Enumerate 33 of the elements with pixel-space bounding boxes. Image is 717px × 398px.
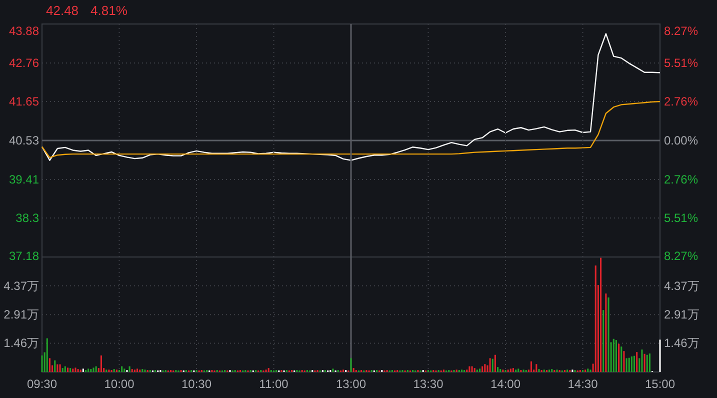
y2-tick-label: 4.37万 [664, 278, 700, 293]
line-series [41, 100, 661, 158]
line-series [41, 33, 661, 161]
y-tick-label: 40.53 [8, 134, 40, 148]
y-tick-label: 2.91万 [4, 308, 39, 322]
y-tick-label: 39.41 [8, 172, 40, 186]
y2-tick-label: 8.27% [664, 24, 698, 38]
x-tick-label: 14:00 [490, 377, 521, 391]
y-tick-label: 43.88 [8, 24, 40, 38]
y2-tick-label: 8.27% [664, 249, 698, 263]
y-tick-label: 42.76 [8, 56, 40, 70]
text: 4.81% [90, 3, 128, 18]
y-tick-label: 4.37万 [4, 278, 39, 293]
y-tick-label: 1.46万 [4, 336, 39, 350]
x-tick-label: 15:00 [644, 377, 676, 391]
y2-tick-label: 1.46万 [664, 336, 700, 350]
x-tick-label: 09:30 [26, 377, 58, 391]
y2-tick-label: 2.76% [664, 94, 698, 109]
y2-tick-label: 2.76% [664, 172, 698, 186]
text: 42.48 [46, 3, 79, 18]
x-tick-label: 11:00 [259, 377, 289, 391]
y-tick-label: 38.3 [16, 211, 40, 226]
y2-tick-label: 5.51% [664, 56, 698, 70]
y-tick-label: 41.65 [8, 94, 40, 109]
y2-tick-label: 5.51% [664, 211, 698, 226]
y2-tick-label: 2.91万 [664, 308, 700, 322]
y-tick-label: 37.18 [8, 249, 40, 263]
x-tick-label: 14:30 [568, 377, 598, 391]
x-tick-label: 13:00 [336, 377, 366, 391]
x-tick-label: 10:30 [181, 377, 212, 391]
y2-tick-label: 0.00% [664, 134, 698, 148]
x-tick-label: 13:30 [413, 377, 444, 391]
x-tick-label: 10:00 [104, 377, 135, 391]
